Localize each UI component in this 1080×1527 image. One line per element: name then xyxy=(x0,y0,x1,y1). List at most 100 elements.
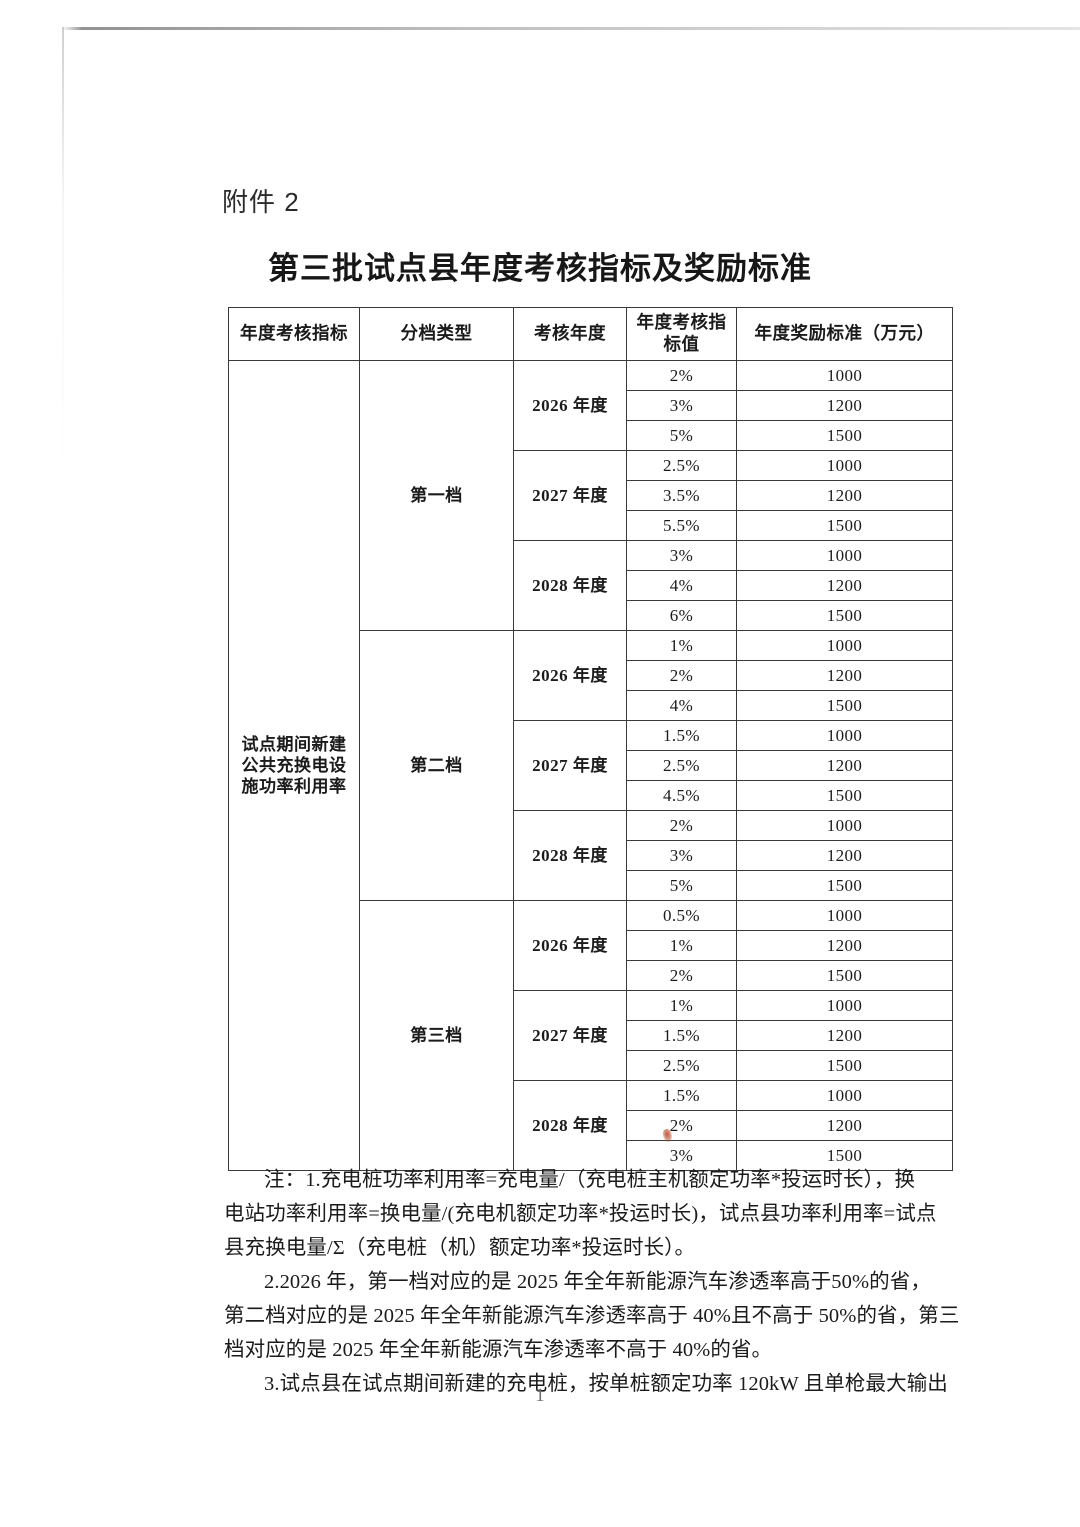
notes-section: 注：1.充电桩功率利用率=充电量/（充电桩主机额定功率*投运时长），换 电站功率… xyxy=(224,1163,960,1401)
table-row: 2% 1500 xyxy=(229,960,953,991)
table-row: 2028 年度 3% 1000 xyxy=(229,540,953,631)
table-row: 3% 1200 xyxy=(229,390,953,421)
table-row: 1% 1200 xyxy=(229,930,953,961)
indicator-value: 3% xyxy=(626,540,737,571)
header-award-standard: 年度奖励标准（万元） xyxy=(736,307,953,361)
table-row: 5% 1500 xyxy=(229,420,953,451)
tier-cell-2: 第二档 xyxy=(359,630,514,901)
page-title: 第三批试点县年度考核指标及奖励标准 xyxy=(268,251,812,286)
indicator-value: 2% xyxy=(626,960,737,991)
header-annual-metric: 年度考核指标 xyxy=(228,307,360,361)
assessment-table-container: 年度考核指标 分档类型 考核年度 年度考核指 标值 年度奖励标准（万元） 试点期… xyxy=(228,307,953,1171)
indicator-value: 3% xyxy=(626,840,737,871)
indicator-value: 3.5% xyxy=(626,480,737,511)
scan-edge-artifact xyxy=(62,27,1080,30)
note-2-line-1: 2.2026 年，第一档对应的是 2025 年全年新能源汽车渗透率高于50%的省… xyxy=(264,1271,931,1293)
note-1-line-1: 注：1.充电桩功率利用率=充电量/（充电桩主机额定功率*投运时长），换 xyxy=(264,1169,916,1191)
award-value: 1500 xyxy=(736,690,953,721)
award-value: 1500 xyxy=(736,600,953,631)
indicator-value: 1% xyxy=(626,990,737,1021)
award-value: 1200 xyxy=(736,570,953,601)
indicator-value: 1.5% xyxy=(626,1080,737,1111)
note-1-line-2: 电站功率利用率=换电量/(充电机额定功率*投运时长)，试点县功率利用率=试点 xyxy=(224,1203,937,1225)
note-2: 2.2026 年，第一档对应的是 2025 年全年新能源汽车渗透率高于50%的省… xyxy=(224,1265,960,1367)
table-row: 2027 年度 2.5% 1000 xyxy=(229,450,953,541)
year-cell-1-0: 2026 年度 xyxy=(513,360,627,451)
table-row: 第三档 2026 年度 0.5% 1000 xyxy=(229,900,953,1171)
year-cell-3-2: 2028 年度 xyxy=(513,1080,627,1171)
award-value: 1200 xyxy=(736,840,953,871)
indicator-value: 3% xyxy=(626,1140,737,1171)
award-value: 1000 xyxy=(736,1080,953,1111)
indicator-value: 5.5% xyxy=(626,510,737,541)
table-row: 2.5% 1500 xyxy=(229,1050,953,1081)
header-metric-value-line2: 标值 xyxy=(663,334,700,354)
indicator-value: 3% xyxy=(626,390,737,421)
award-value: 1000 xyxy=(736,630,953,661)
award-value: 1000 xyxy=(736,990,953,1021)
table-row: 第二档 2026 年度 1% 1000 xyxy=(229,630,953,901)
metric-label-line3: 施功率利用率 xyxy=(241,777,347,797)
table-header: 年度考核指标 分档类型 考核年度 年度考核指 标值 年度奖励标准（万元） xyxy=(228,307,953,361)
note-1: 注：1.充电桩功率利用率=充电量/（充电桩主机额定功率*投运时长），换 电站功率… xyxy=(224,1163,956,1265)
indicator-value: 5% xyxy=(626,420,737,451)
page-number: 1 xyxy=(535,1385,545,1406)
header-metric-value-line1: 年度考核指 xyxy=(636,312,727,333)
header-assessment-year: 考核年度 xyxy=(513,307,627,361)
award-value: 1200 xyxy=(736,930,953,961)
attachment-label: 附件 2 xyxy=(222,187,300,217)
award-value: 1200 xyxy=(736,1110,953,1141)
award-value: 1000 xyxy=(736,450,953,481)
award-value: 1000 xyxy=(736,810,953,841)
award-value: 1000 xyxy=(736,900,953,931)
year-cell-2-1: 2027 年度 xyxy=(513,720,627,811)
note-2-line-2: 第二档对应的是 2025 年全年新能源汽车渗透率高于 40%且不高于 50%的省… xyxy=(224,1305,960,1327)
table-header-row: 年度考核指标 分档类型 考核年度 年度考核指 标值 年度奖励标准（万元） xyxy=(228,307,953,361)
tier-cell-3: 第三档 xyxy=(359,900,514,1171)
table-row: 2027 年度 1.5% 1000 xyxy=(229,720,953,811)
table-row: 3.5% 1200 xyxy=(229,480,953,511)
award-value: 1500 xyxy=(736,1050,953,1081)
award-value: 1200 xyxy=(736,480,953,511)
indicator-value: 4% xyxy=(626,570,737,601)
table-row: 2028 年度 2% 1000 xyxy=(229,810,953,901)
indicator-value: 1% xyxy=(626,930,737,961)
indicator-value: 2% xyxy=(626,660,737,691)
award-value: 1200 xyxy=(736,390,953,421)
indicator-value: 2% xyxy=(626,1110,737,1141)
metric-label-line2: 公共充换电设 xyxy=(241,755,347,775)
year-cell-3-1: 2027 年度 xyxy=(513,990,627,1081)
note-3: 3.试点县在试点期间新建的充电桩，按单桩额定功率 120kW 且单枪最大输出 xyxy=(224,1367,956,1401)
year-cell-1-1: 2027 年度 xyxy=(513,450,627,541)
metric-label-cell: 试点期间新建 公共充换电设 施功率利用率 xyxy=(228,360,360,1171)
award-value: 1500 xyxy=(736,510,953,541)
award-value: 1200 xyxy=(736,750,953,781)
indicator-value: 1% xyxy=(626,630,737,661)
year-cell-2-2: 2028 年度 xyxy=(513,810,627,901)
indicator-value: 1.5% xyxy=(626,1020,737,1051)
award-value: 1000 xyxy=(736,720,953,751)
note-1-line-3: 县充换电量/Σ（充电桩（机）额定功率*投运时长）。 xyxy=(224,1237,696,1259)
award-value: 1200 xyxy=(736,1020,953,1051)
table-body: 试点期间新建 公共充换电设 施功率利用率 第一档 2026 年度 2% 1000… xyxy=(228,360,953,1171)
indicator-value: 0.5% xyxy=(626,900,737,931)
metric-label-line1: 试点期间新建 xyxy=(241,734,347,754)
award-value: 1500 xyxy=(736,1140,953,1171)
indicator-value: 4% xyxy=(626,690,737,721)
indicator-value: 5% xyxy=(626,870,737,901)
assessment-table: 年度考核指标 分档类型 考核年度 年度考核指 标值 年度奖励标准（万元） 试点期… xyxy=(228,307,953,1171)
note-3-line-1: 3.试点县在试点期间新建的充电桩，按单桩额定功率 120kW 且单枪最大输出 xyxy=(264,1373,948,1395)
year-cell-2-0: 2026 年度 xyxy=(513,630,627,721)
indicator-value: 2.5% xyxy=(626,750,737,781)
table-row: 4.5% 1500 xyxy=(229,780,953,811)
table-row: 4% 1200 xyxy=(229,570,953,601)
year-cell-3-0: 2026 年度 xyxy=(513,900,627,991)
indicator-value: 2.5% xyxy=(626,450,737,481)
header-tier-type: 分档类型 xyxy=(359,307,514,361)
indicator-value: 2.5% xyxy=(626,1050,737,1081)
table-row: 6% 1500 xyxy=(229,600,953,631)
tier-cell-1: 第一档 xyxy=(359,360,514,631)
award-value: 1500 xyxy=(736,870,953,901)
award-value: 1000 xyxy=(736,540,953,571)
